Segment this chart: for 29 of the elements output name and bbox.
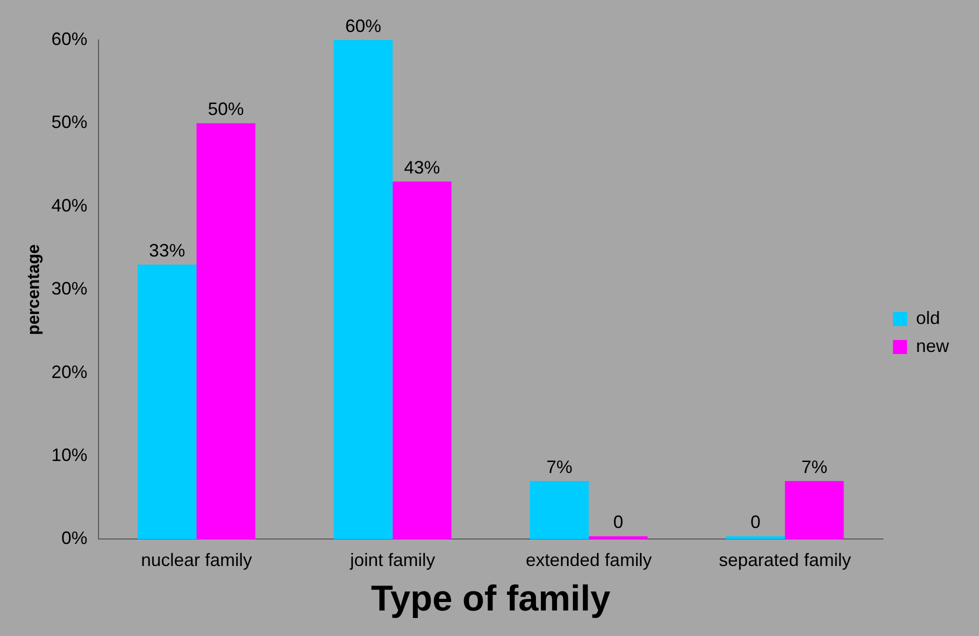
bar [530, 480, 589, 540]
data-label: 7% [801, 456, 828, 477]
data-label: 0 [613, 512, 624, 532]
data-label: 60% [345, 16, 382, 36]
legend-label: new [916, 336, 950, 356]
y-tick-label: 30% [51, 278, 88, 299]
data-label: 50% [208, 99, 244, 120]
y-tick-label: 40% [51, 195, 88, 216]
x-tick-label: separated family [718, 550, 851, 570]
y-tick-label: 10% [51, 444, 88, 465]
bar [784, 480, 844, 540]
bar [392, 181, 452, 540]
x-tick-label: joint family [349, 550, 436, 570]
x-tick-label: extended family [526, 550, 652, 570]
y-tick-label: 50% [51, 112, 88, 132]
bar [138, 264, 196, 540]
x-axis-title: Type of family [371, 577, 610, 618]
y-axis-title: percentage [24, 244, 43, 335]
y-tick-label: 0% [61, 528, 88, 548]
x-tick-label: nuclear family [140, 550, 252, 570]
bar [196, 123, 256, 540]
legend-label: old [916, 308, 940, 328]
y-tick-label: 60% [51, 28, 88, 49]
data-label: 7% [546, 456, 572, 477]
y-tick-label: 20% [51, 362, 88, 382]
data-label: 43% [404, 157, 440, 178]
data-label: 33% [149, 240, 186, 261]
bar [334, 40, 393, 540]
data-label: 0 [750, 512, 760, 532]
